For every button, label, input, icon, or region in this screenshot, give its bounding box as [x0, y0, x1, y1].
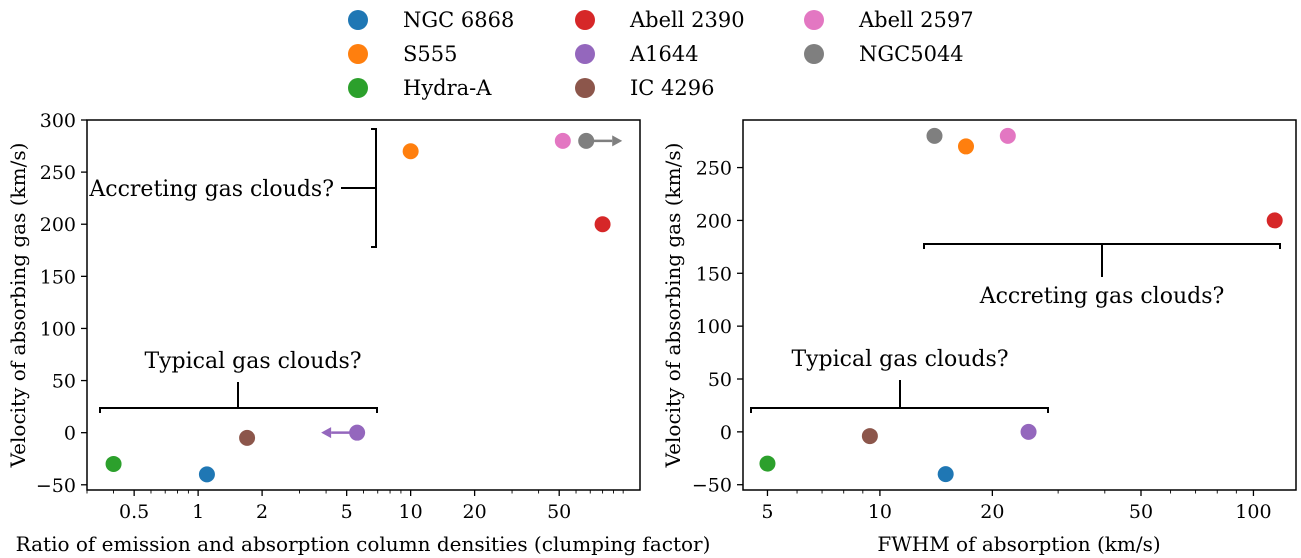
legend-label: Hydra-A — [403, 76, 492, 100]
left-point-s555 — [402, 143, 419, 160]
left-x-tick-label: 2 — [256, 501, 268, 523]
right-x-tick-label: 20 — [980, 501, 1004, 523]
left-y-tick-label: 50 — [52, 371, 76, 393]
legend-label: NGC5044 — [859, 42, 964, 66]
left-annotation-accreting: Accreting gas clouds? — [88, 177, 334, 202]
left-x-tick-label: 5 — [341, 501, 353, 523]
right-point-ngc5044 — [926, 127, 943, 144]
left-y-tick-label: 150 — [40, 266, 76, 288]
legend-marker — [575, 44, 595, 64]
right-y-tick-label: 200 — [696, 210, 732, 232]
right-accreting-bracket — [923, 243, 1281, 277]
right-chart-panel: −50 0 50 100 150 200 250 5 10 20 50 100 Accreting g… — [661, 119, 1297, 556]
right-typical-bracket — [750, 380, 1049, 413]
left-x-tick-label: 1 — [192, 501, 204, 523]
left-x-tick-label: 0.5 — [119, 501, 149, 523]
right-x-tick-label: 10 — [868, 501, 892, 523]
left-y-tick-label: 100 — [40, 318, 76, 340]
legend-marker — [804, 44, 824, 64]
left-point-ngc5044 — [578, 132, 595, 149]
legend-label: NGC 6868 — [403, 8, 514, 32]
left-point-abell-2597 — [554, 132, 571, 149]
right-y-tick-label: 0 — [720, 422, 732, 444]
left-annotation-typical: Typical gas clouds? — [144, 349, 361, 374]
legend-marker — [804, 10, 824, 30]
right-point-ngc-6868 — [937, 466, 954, 483]
right-x-tick-label: 50 — [1129, 501, 1153, 523]
left-x-tick-label: 10 — [399, 501, 423, 523]
left-y-tick-label: −50 — [36, 475, 76, 497]
right-y-tick-label: 150 — [696, 263, 732, 285]
left-typical-bracket — [99, 382, 378, 413]
right-y-axis-label: Velocity of absorbing gas (km/s) — [661, 143, 685, 469]
left-annotations: Accreting gas clouds? Typical gas clouds… — [88, 128, 378, 413]
right-plot-frame — [742, 119, 1297, 491]
left-y-tick-label: 200 — [40, 214, 76, 236]
left-limit-arrow-head — [612, 135, 623, 147]
right-x-axis-label: FWHM of absorption (km/s) — [877, 532, 1160, 556]
legend-label: A1644 — [629, 42, 699, 66]
legend: NGC 6868 S555 Hydra-A Abell 2390 A1644 IC 429… — [348, 8, 974, 100]
legend-label: IC 4296 — [630, 76, 714, 100]
left-y-axis-label: Velocity of absorbing gas (km/s) — [6, 143, 30, 469]
left-y-tick-label: 300 — [40, 110, 76, 132]
left-chart-panel: −50 0 50 100 150 200 250 300 0.5 1 2 5 10 20 50 Accret… — [6, 110, 710, 556]
right-y-tick-label: 50 — [708, 369, 732, 391]
left-x-tick-label: 20 — [463, 501, 487, 523]
right-annotation-accreting: Accreting gas clouds? — [979, 284, 1225, 309]
right-point-s555 — [957, 138, 974, 155]
right-point-a1644 — [1020, 423, 1037, 440]
right-annotations: Accreting gas clouds? Typical gas clouds… — [750, 243, 1281, 413]
legend-marker — [575, 10, 595, 30]
left-point-hydra-a — [105, 455, 122, 472]
right-point-abell-2390 — [1266, 212, 1283, 229]
right-annotation-typical: Typical gas clouds? — [791, 347, 1008, 372]
left-limit-arrow-head — [321, 427, 332, 439]
right-point-abell-2597 — [999, 127, 1016, 144]
left-accreting-bracket — [341, 128, 377, 248]
legend-marker — [348, 78, 368, 98]
legend-marker — [348, 44, 368, 64]
left-point-ngc-6868 — [198, 466, 215, 483]
right-point-hydra-a — [759, 455, 776, 472]
right-x-tick-label: 100 — [1235, 501, 1271, 523]
legend-label: Abell 2597 — [858, 8, 974, 32]
right-y-tick-label: −50 — [692, 475, 732, 497]
left-x-tick-label: 50 — [547, 501, 571, 523]
right-x-tick-label: 5 — [761, 501, 773, 523]
legend-marker — [575, 78, 595, 98]
legend-label: Abell 2390 — [629, 8, 745, 32]
legend-label: S555 — [403, 42, 457, 66]
right-point-ic-4296 — [861, 428, 878, 445]
left-y-tick-label: 250 — [40, 162, 76, 184]
left-point-a1644 — [349, 424, 366, 441]
left-point-ic-4296 — [239, 429, 256, 446]
left-x-axis-label: Ratio of emission and absorption column … — [16, 532, 711, 556]
legend-marker — [348, 10, 368, 30]
left-y-tick-label: 0 — [64, 423, 76, 445]
left-point-abell-2390 — [594, 216, 611, 233]
right-y-tick-label: 100 — [696, 316, 732, 338]
right-y-tick-label: 250 — [696, 158, 732, 180]
